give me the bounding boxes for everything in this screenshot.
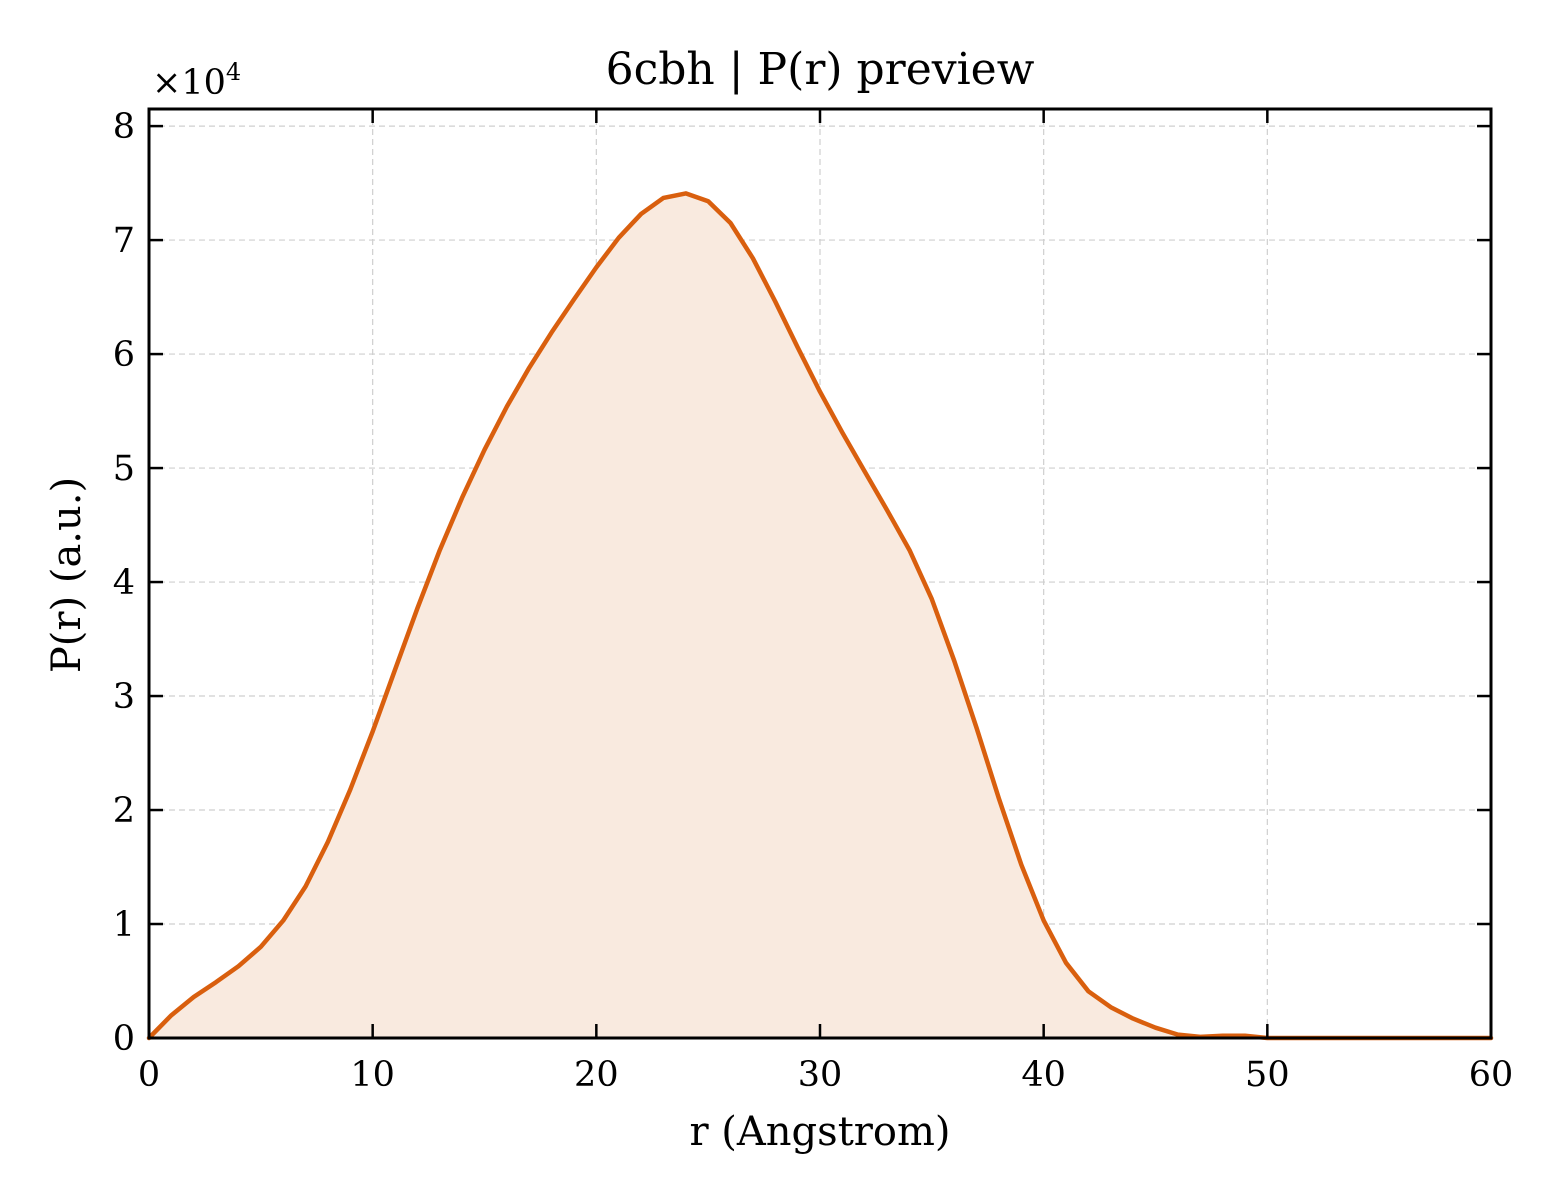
y-tick-label: 7 [113, 221, 135, 261]
x-tick-label: 10 [350, 1055, 395, 1095]
y-axis-label: P(r) (a.u.) [44, 477, 90, 673]
y-tick-label: 1 [113, 905, 135, 945]
x-tick-label: 30 [798, 1055, 843, 1095]
area-fill [149, 193, 1491, 1038]
y-tick-label: 8 [113, 107, 135, 147]
axis-ticks [147, 109, 1493, 1040]
chart-title: 6cbh | P(r) preview [606, 44, 1035, 95]
x-tick-label: 0 [138, 1055, 160, 1095]
x-tick-label: 60 [1469, 1055, 1514, 1095]
x-tick-label: 50 [1245, 1055, 1290, 1095]
y-tick-label: 5 [113, 449, 135, 489]
y-tick-label: 3 [113, 677, 135, 717]
x-axis-label: r (Angstrom) [689, 1109, 950, 1155]
tick-labels: 0 10 20 30 40 50 60 0 1 2 3 4 5 6 7 8 [113, 107, 1514, 1095]
x-tick-label: 20 [574, 1055, 619, 1095]
y-axis-multiplier: ×104 [152, 58, 241, 103]
y-tick-label: 0 [113, 1019, 135, 1059]
y-tick-label: 2 [113, 791, 135, 831]
x-tick-label: 40 [1021, 1055, 1066, 1095]
y-tick-label: 4 [113, 563, 135, 603]
y-tick-label: 6 [113, 335, 135, 375]
